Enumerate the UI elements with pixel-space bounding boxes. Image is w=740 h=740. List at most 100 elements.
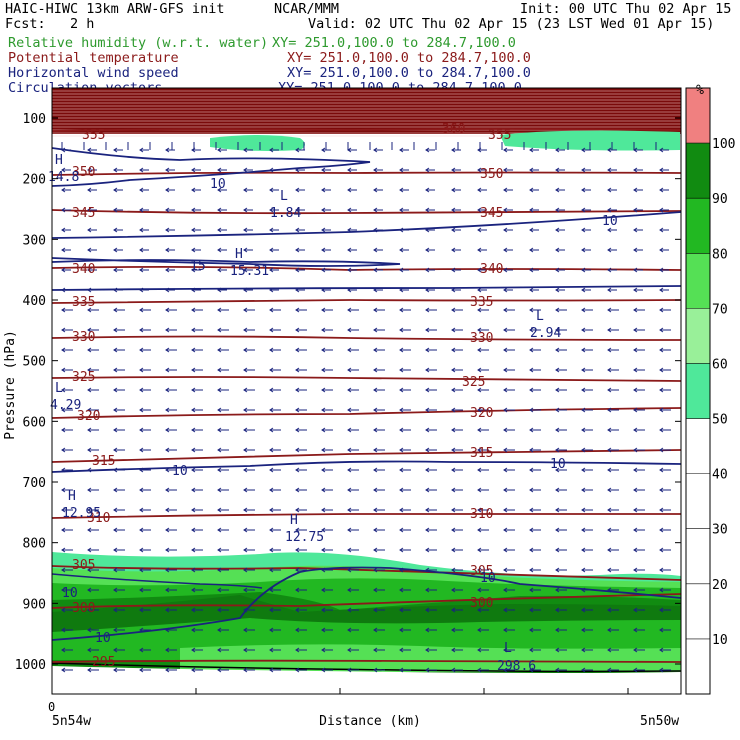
- circulation-vector: [61, 547, 73, 553]
- circulation-vector: [217, 267, 227, 273]
- circulation-vector: [347, 447, 359, 453]
- colorbar-band: [686, 253, 710, 309]
- circulation-vector: [165, 327, 177, 333]
- circulation-vector: [477, 627, 489, 633]
- circulation-vector: [139, 467, 151, 473]
- circulation-vector: [321, 207, 331, 213]
- circulation-vector: [425, 407, 437, 413]
- circulation-vector: [633, 347, 645, 353]
- circulation-vector: [321, 527, 333, 533]
- circulation-vector: [191, 367, 203, 373]
- circulation-vector: [243, 607, 255, 613]
- circulation-vector: [191, 487, 203, 493]
- circulation-vector: [581, 667, 593, 673]
- circulation-vector: [165, 567, 177, 573]
- circulation-vector: [659, 487, 671, 493]
- circulation-vector: [113, 267, 123, 273]
- circulation-vector: [61, 607, 73, 613]
- circulation-vector: [139, 507, 151, 513]
- circulation-vector: [87, 487, 99, 493]
- circulation-vector: [607, 227, 617, 233]
- theta-label-325: 325: [72, 370, 95, 385]
- circulation-vector: [165, 187, 175, 193]
- circulation-vector: [87, 567, 99, 573]
- circulation-vector: [347, 347, 359, 353]
- circulation-vector: [61, 347, 73, 353]
- circulation-vector: [61, 427, 73, 433]
- circulation-vector: [165, 447, 177, 453]
- circulation-vector: [425, 367, 437, 373]
- circulation-vector: [295, 627, 307, 633]
- circulation-vector: [503, 607, 515, 613]
- circulation-vector: [581, 567, 593, 573]
- circulation-vector: [659, 407, 671, 413]
- circulation-vector: [477, 667, 489, 673]
- wind-contour-10-700: [52, 460, 681, 473]
- circulation-vector: [633, 227, 643, 233]
- circulation-vector: [503, 167, 513, 173]
- circulation-vector: [217, 247, 227, 253]
- circulation-vector: [295, 307, 307, 313]
- circulation-vector: [555, 487, 567, 493]
- circulation-vector: [217, 627, 229, 633]
- wind-label-10: 10: [550, 457, 566, 472]
- wind-label-10: 10: [602, 214, 618, 229]
- circulation-vector: [139, 647, 151, 653]
- circulation-vector: [451, 627, 463, 633]
- circulation-vector: [529, 287, 539, 293]
- circulation-vector: [581, 307, 593, 313]
- circulation-vector: [659, 367, 671, 373]
- circulation-vector: [139, 207, 149, 213]
- circulation-vector: [451, 467, 463, 473]
- circulation-vector: [139, 187, 149, 193]
- colorbar-tick-label: 60: [712, 357, 728, 372]
- circulation-vector: [659, 507, 671, 513]
- extremum-h-marker: H: [68, 489, 76, 504]
- circulation-vector: [295, 327, 307, 333]
- colorbar-tick-label: 90: [712, 192, 728, 207]
- circulation-vector: [243, 147, 253, 153]
- circulation-vector: [61, 227, 71, 233]
- circulation-vector: [295, 267, 305, 273]
- circulation-vector: [113, 567, 125, 573]
- theta-label-315: 315: [470, 446, 493, 461]
- circulation-vector: [581, 387, 593, 393]
- circulation-vector: [191, 567, 203, 573]
- circulation-vector: [451, 387, 463, 393]
- circulation-vector: [61, 527, 73, 533]
- circulation-vector: [113, 327, 125, 333]
- circulation-vector: [295, 207, 305, 213]
- circulation-vector: [477, 387, 489, 393]
- wind-label-10: 10: [480, 571, 496, 586]
- stratosphere-band: [52, 88, 681, 134]
- circulation-vector: [139, 267, 149, 273]
- circulation-vector: [269, 187, 279, 193]
- fcst-label: Fcst:: [5, 16, 46, 32]
- circulation-vector: [373, 247, 383, 253]
- circulation-vector: [165, 307, 177, 313]
- circulation-vector: [451, 227, 461, 233]
- circulation-vector: [555, 367, 567, 373]
- rh-band-70-inner: [180, 644, 681, 672]
- x-left-label: 5n54w: [52, 714, 91, 729]
- circulation-vector: [269, 207, 279, 213]
- wind-label-10: 10: [172, 464, 188, 479]
- circulation-vector: [373, 527, 385, 533]
- circulation-vector: [87, 447, 99, 453]
- circulation-vector: [529, 387, 541, 393]
- extremum-l-marker: L: [55, 381, 63, 396]
- circulation-vector: [503, 567, 515, 573]
- circulation-vector: [503, 207, 513, 213]
- circulation-vector: [217, 427, 229, 433]
- circulation-vector: [321, 507, 333, 513]
- circulation-vector: [451, 347, 463, 353]
- circulation-vector: [555, 167, 565, 173]
- circulation-vector: [321, 407, 333, 413]
- circulation-vector: [61, 267, 71, 273]
- wind-label-10: 10: [62, 586, 78, 601]
- circulation-vector: [61, 167, 71, 173]
- circulation-vector: [581, 207, 591, 213]
- circulation-vector: [191, 387, 203, 393]
- circulation-vector: [139, 367, 151, 373]
- circulation-vector: [295, 247, 305, 253]
